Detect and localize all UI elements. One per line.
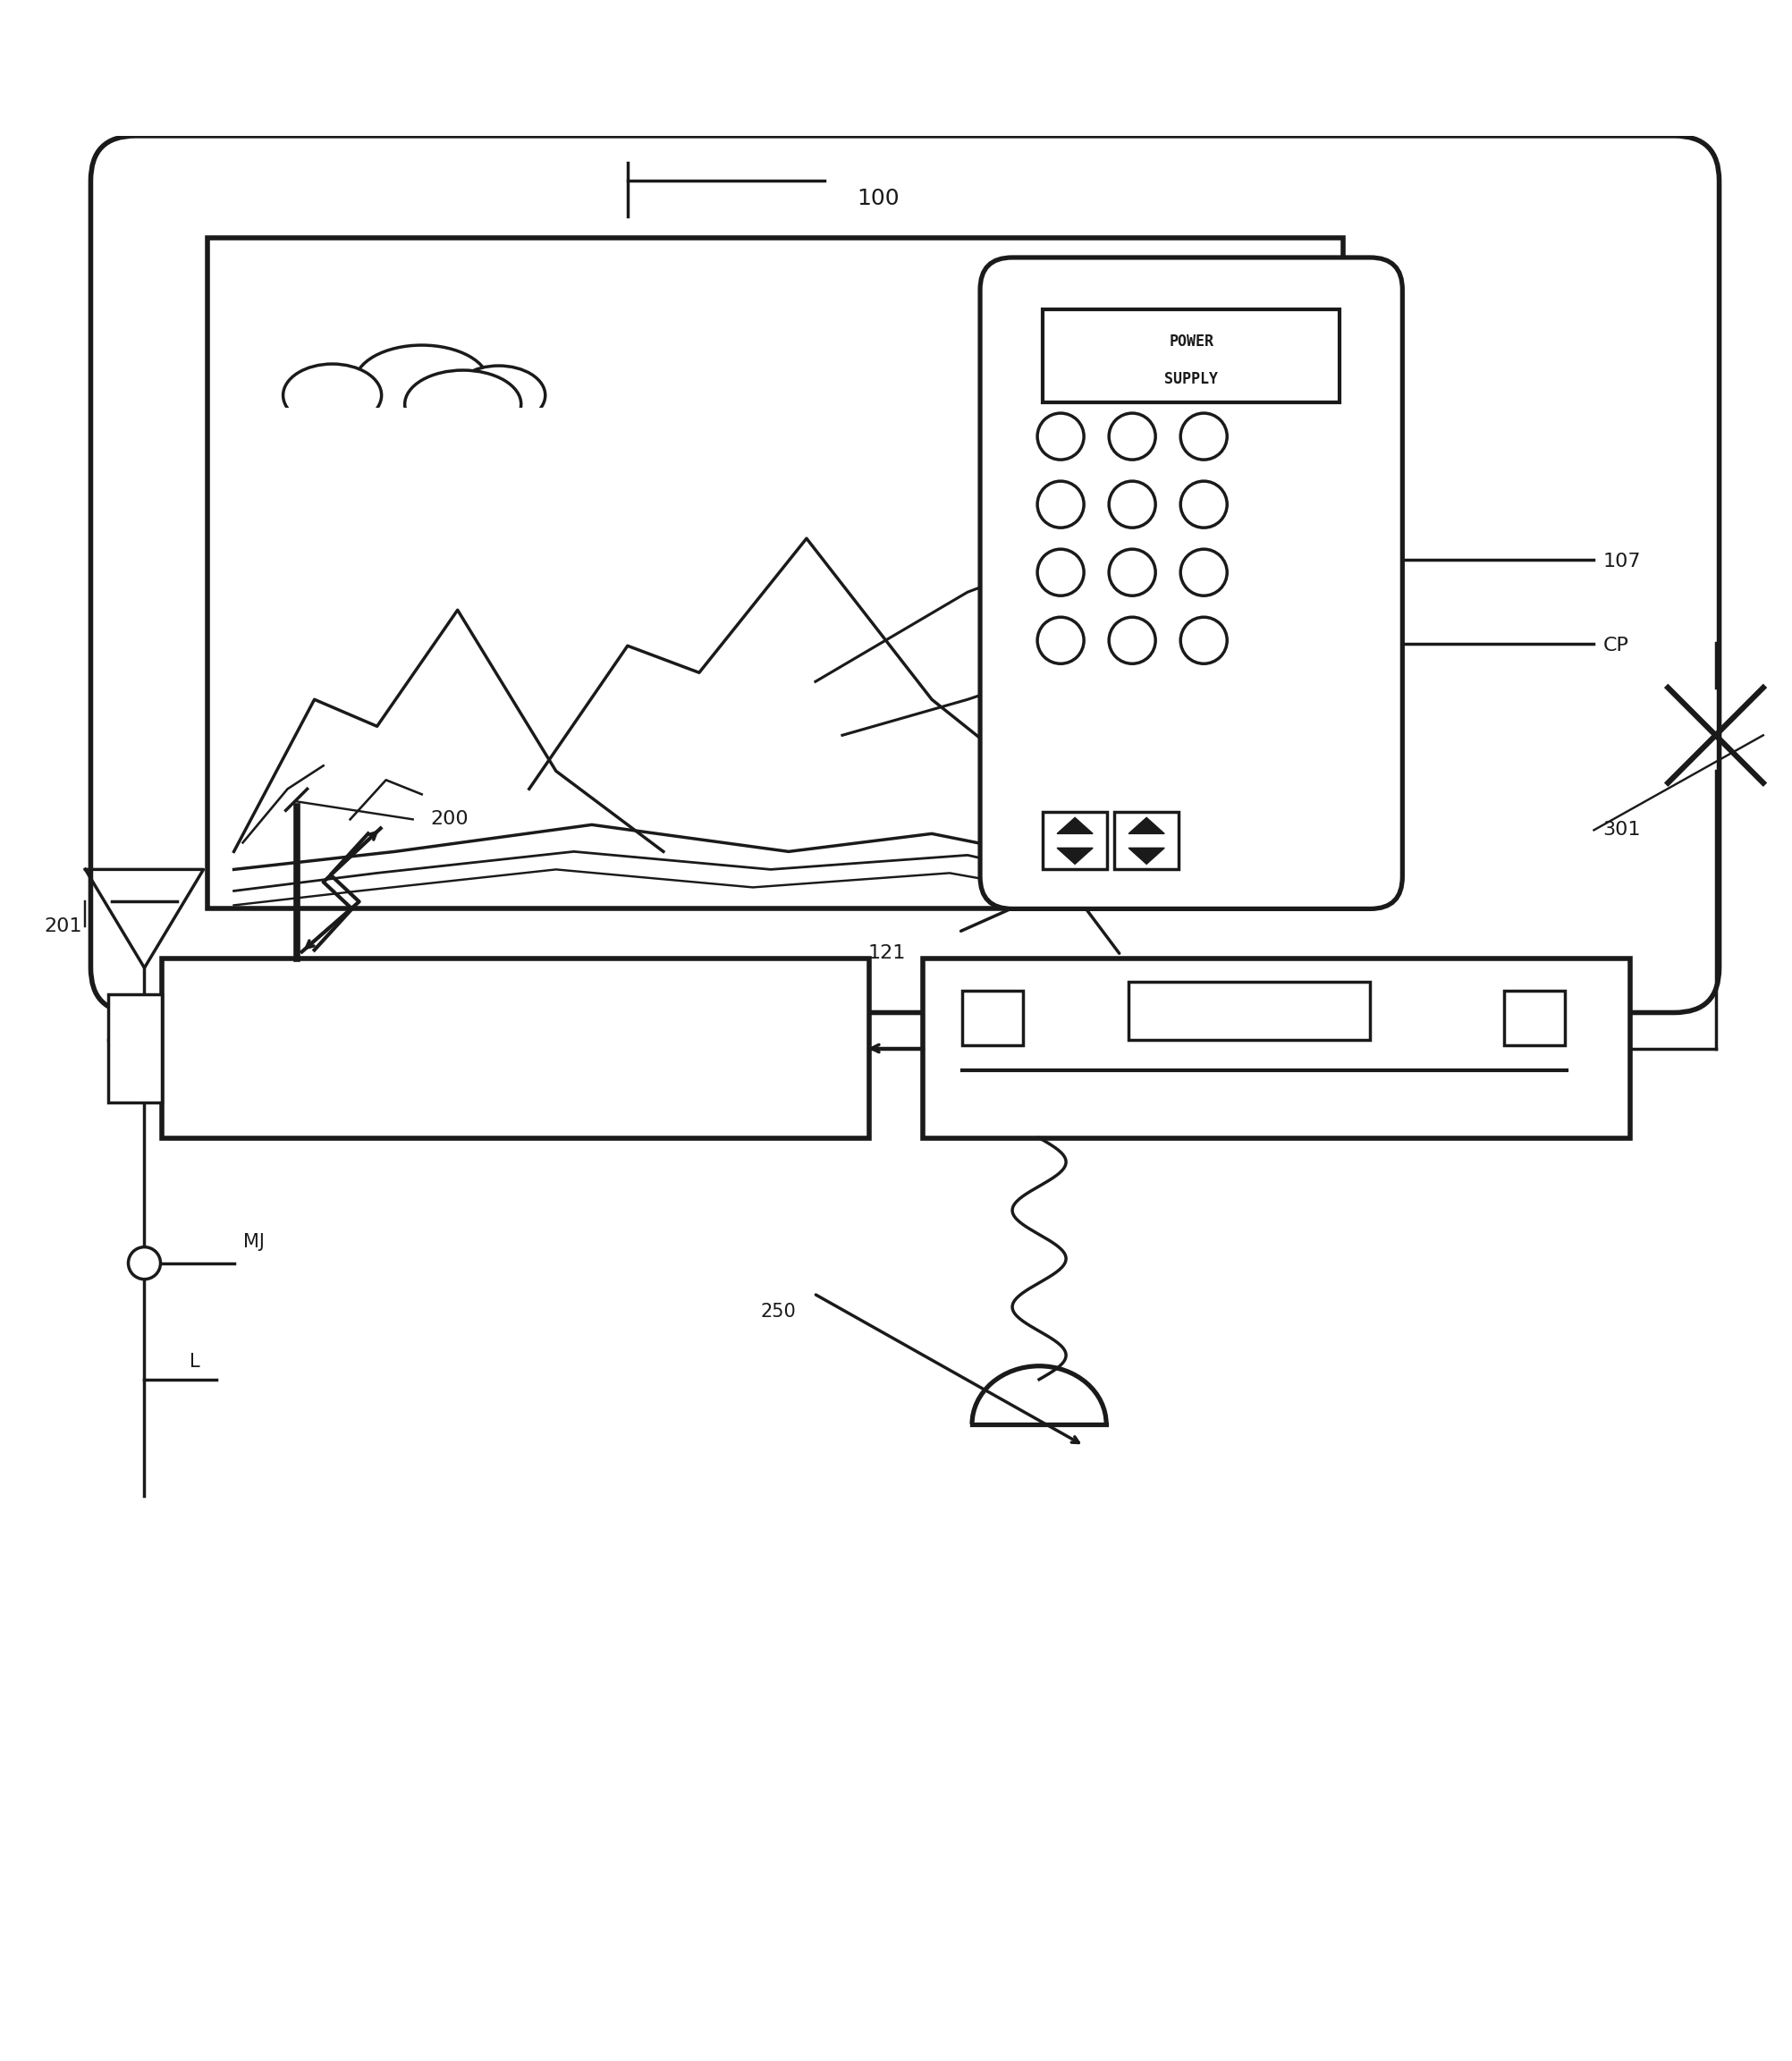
Text: 100: 100 [857,188,900,208]
Ellipse shape [452,365,545,425]
Polygon shape [1129,847,1165,864]
Circle shape [1109,412,1156,460]
Text: 121: 121 [867,944,907,962]
Bar [1043,309,1340,402]
Bar [278,408,582,439]
Circle shape [1038,616,1084,664]
Text: CP: CP [1602,637,1629,655]
Circle shape [1109,480,1156,528]
Text: SUPPLY: SUPPLY [1165,371,1219,387]
Text: L: L [190,1352,199,1371]
Text: 107: 107 [1602,552,1641,571]
Text: 250: 250 [760,1303,796,1321]
Bar [163,958,869,1138]
Bar [109,995,163,1103]
Circle shape [1109,616,1156,664]
Circle shape [1038,412,1084,460]
Ellipse shape [283,365,382,427]
Text: MJ: MJ [244,1232,263,1251]
Bar [1115,812,1179,870]
Circle shape [1181,616,1228,664]
Circle shape [1038,548,1084,596]
FancyBboxPatch shape [91,136,1719,1012]
Circle shape [1181,548,1228,596]
Text: 201: 201 [43,917,82,936]
Polygon shape [1057,847,1093,864]
Text: 200: 200 [430,810,470,829]
Bar [1129,983,1371,1039]
Circle shape [129,1247,161,1280]
Text: 300: 300 [993,793,1032,810]
Circle shape [1181,480,1228,528]
Bar [1505,991,1564,1045]
Circle shape [1181,412,1228,460]
Circle shape [1038,480,1084,528]
Bar [1043,812,1107,870]
Text: POWER: POWER [1168,334,1213,350]
FancyBboxPatch shape [980,258,1403,909]
Circle shape [1109,548,1156,596]
Ellipse shape [355,344,489,420]
Polygon shape [1129,818,1165,833]
Text: 301: 301 [1602,820,1641,839]
Text: 332: 332 [1009,1000,1041,1016]
Ellipse shape [405,371,521,439]
Bar [208,237,1344,909]
Bar [962,991,1023,1045]
Bar [923,958,1629,1138]
Polygon shape [1057,818,1093,833]
